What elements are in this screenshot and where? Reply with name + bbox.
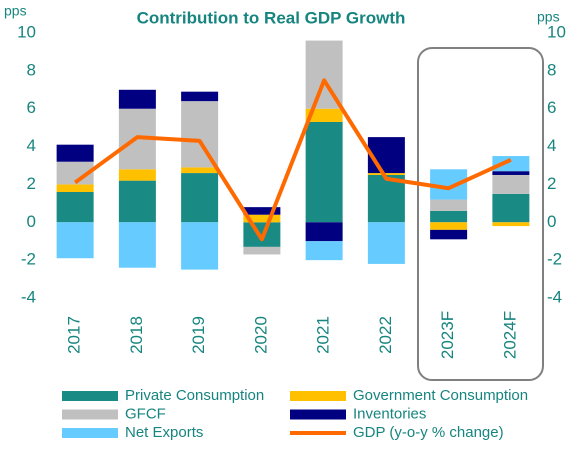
y-tick-label: 6 xyxy=(27,98,36,117)
x-tick-label: 2023F xyxy=(438,311,457,359)
bar-segment xyxy=(430,229,468,240)
bar-segment xyxy=(243,214,281,223)
gdp-line xyxy=(73,78,512,242)
legend-swatch xyxy=(62,428,118,438)
bar-segment xyxy=(181,173,219,223)
bar-segment xyxy=(430,199,468,211)
y2-tick-label: 2 xyxy=(547,174,556,193)
bar-segment xyxy=(305,222,343,242)
legend-label: Government Consumption xyxy=(353,387,528,404)
y2-tick-label: 4 xyxy=(547,136,556,155)
bar-segment xyxy=(181,222,219,270)
bar-segment xyxy=(56,161,94,185)
bar-segment xyxy=(181,101,219,168)
legend-label: Net Exports xyxy=(125,424,203,441)
bar-segment xyxy=(367,222,405,264)
y-tick-label: 8 xyxy=(27,60,36,79)
bar-segment xyxy=(492,174,530,194)
bar-segment xyxy=(305,108,343,122)
chart-title: Contribution to Real GDP Growth xyxy=(137,8,406,27)
y2-tick-label: -2 xyxy=(547,250,562,269)
bar-segment xyxy=(367,173,405,175)
y-tick-label: -4 xyxy=(21,287,36,306)
bar-segment xyxy=(118,89,156,109)
legend-swatch xyxy=(62,391,118,401)
bar-segment xyxy=(367,137,405,174)
bar-segment xyxy=(243,207,281,215)
bar-segment xyxy=(118,169,156,181)
y-tick-label: -2 xyxy=(21,250,36,269)
bar-segment xyxy=(492,171,530,175)
bar-segment xyxy=(430,210,468,223)
legend-label: GDP (y-o-y % change) xyxy=(353,424,504,441)
bar-segment xyxy=(305,121,343,223)
x-tick-label: 2019 xyxy=(189,316,208,354)
y-tick-label: 2 xyxy=(27,174,36,193)
bar-segment xyxy=(181,91,219,102)
bar-segment xyxy=(243,246,281,255)
bar-segment xyxy=(56,192,94,223)
x-tick-label: 2018 xyxy=(127,316,146,354)
bar-segment xyxy=(305,241,343,261)
bar-segment xyxy=(430,222,468,230)
y2-tick-label: -4 xyxy=(547,287,562,306)
bar-segment xyxy=(118,222,156,268)
legend-swatch xyxy=(62,409,118,420)
bar-segment xyxy=(492,156,530,172)
bar-segment xyxy=(56,144,94,162)
y2-tick-label: 10 xyxy=(547,22,566,41)
x-tick-label: 2022 xyxy=(376,316,395,354)
bar-segment xyxy=(492,222,530,227)
forecast-highlight xyxy=(417,47,544,381)
y-axis-label: pps xyxy=(4,3,27,19)
y-tick-label: 0 xyxy=(27,212,36,231)
bar-segment xyxy=(56,184,94,192)
bar-segment xyxy=(56,222,94,259)
legend-label: Inventories xyxy=(353,405,426,422)
legend-label: Private Consumption xyxy=(125,387,264,404)
bar-segment xyxy=(367,174,405,223)
x-tick-label: 2020 xyxy=(251,316,270,354)
x-tick-label: 2024F xyxy=(500,311,519,359)
bar-segment xyxy=(118,180,156,223)
y2-tick-label: 6 xyxy=(547,98,556,117)
bar-segment xyxy=(181,167,219,174)
y2-tick-label: 0 xyxy=(547,212,556,231)
legend-swatch xyxy=(290,391,346,401)
legend-label: GFCF xyxy=(125,405,166,422)
legend-swatch xyxy=(290,409,346,420)
y-tick-label: 4 xyxy=(27,136,36,155)
bar-segment xyxy=(492,193,530,223)
x-tick-label: 2021 xyxy=(314,316,333,354)
y2-tick-label: 8 xyxy=(547,60,556,79)
y2-axis-label: pps xyxy=(537,9,560,25)
y-tick-label: 10 xyxy=(17,22,36,41)
x-tick-label: 2017 xyxy=(65,316,84,354)
